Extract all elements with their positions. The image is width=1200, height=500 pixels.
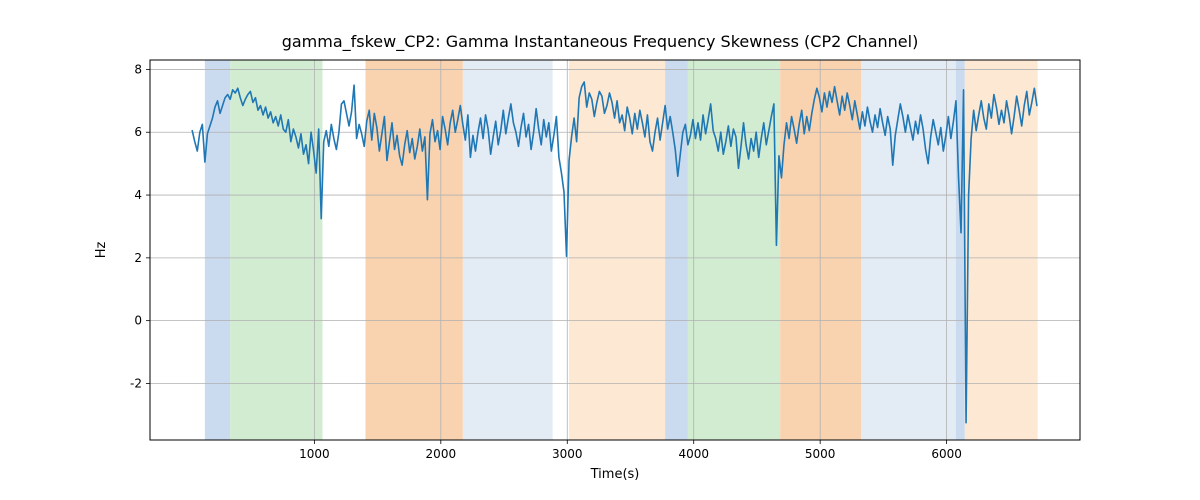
xtick-label: 3000 <box>552 447 583 461</box>
xtick-label: 6000 <box>931 447 962 461</box>
xtick-label: 1000 <box>299 447 330 461</box>
x-axis-label: Time(s) <box>590 467 640 482</box>
ytick-label: 8 <box>134 62 142 76</box>
phase-band <box>365 60 462 440</box>
phase-band <box>965 60 1038 440</box>
phase-band <box>665 60 688 440</box>
y-axis-label: Hz <box>94 242 109 259</box>
ytick-label: 0 <box>134 314 142 328</box>
phase-band <box>688 60 780 440</box>
ytick-label: 6 <box>134 125 142 139</box>
ytick-label: 4 <box>134 188 142 202</box>
xtick-label: 5000 <box>805 447 836 461</box>
ytick-label: -2 <box>130 376 142 390</box>
xtick-label: 2000 <box>426 447 457 461</box>
chart-svg: 1000 2000 3000 4000 5000 6000 -2 0 2 4 6 8 Time(s) Hz <box>0 0 1200 500</box>
ytick-label: 2 <box>134 251 142 265</box>
phase-band <box>205 60 230 440</box>
xtick-label: 4000 <box>678 447 709 461</box>
chart-container: gamma_fskew_CP2: Gamma Instantaneous Fre… <box>0 0 1200 500</box>
phase-band <box>569 60 665 440</box>
phase-band <box>463 60 553 440</box>
